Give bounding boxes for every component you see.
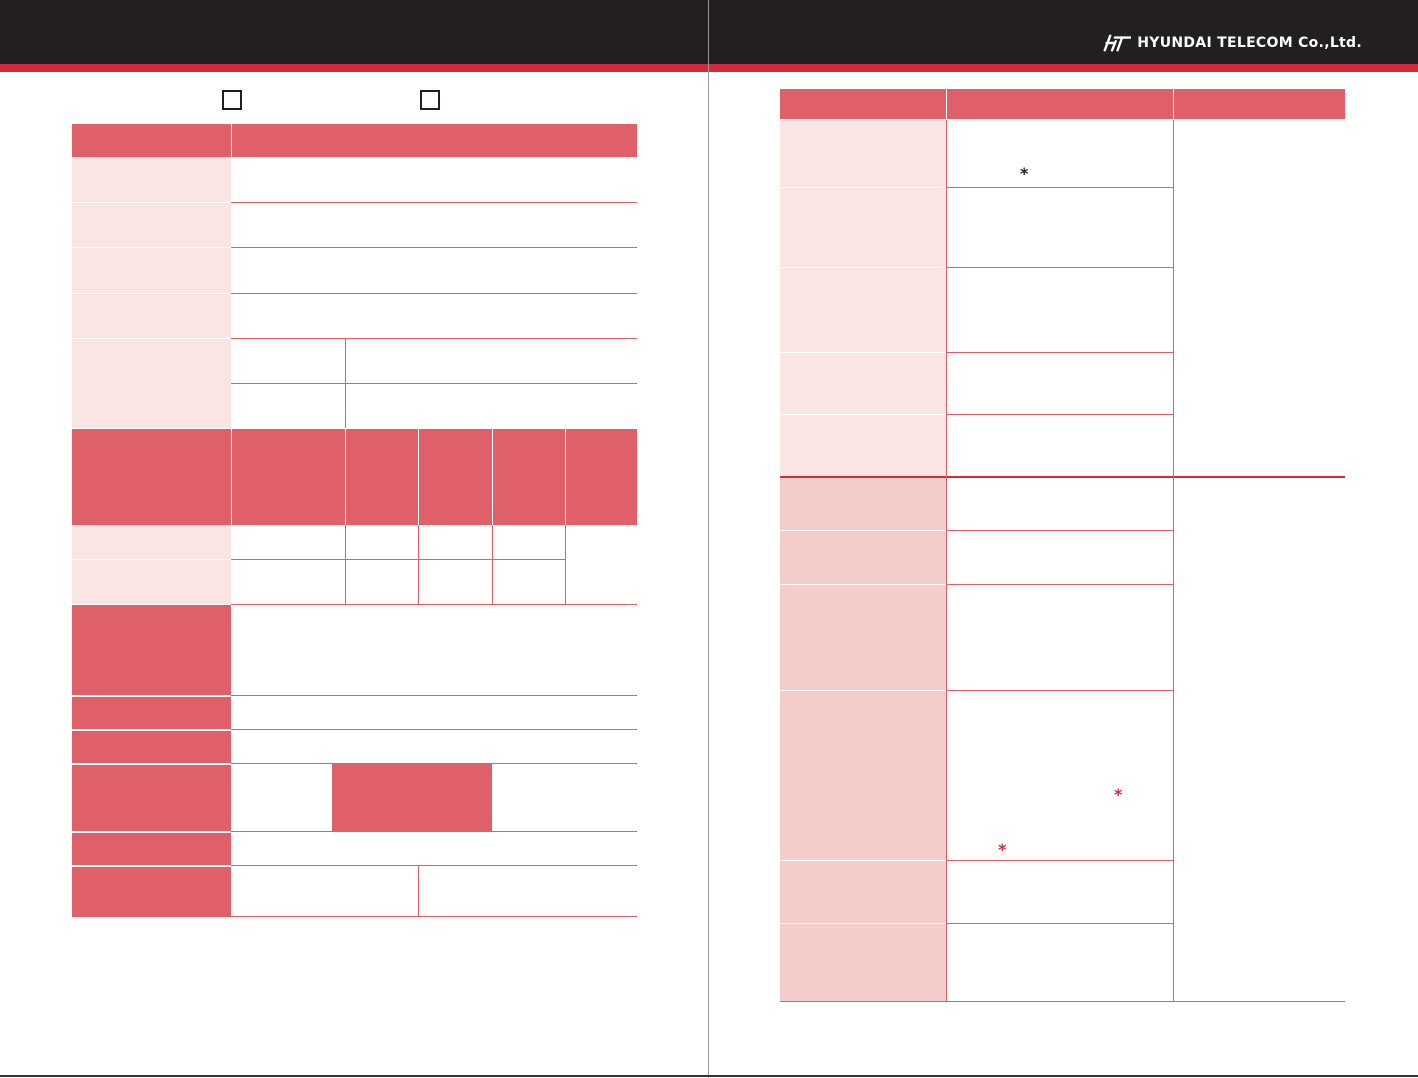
label-cell-dark (72, 833, 231, 865)
label-cell (780, 531, 946, 584)
col-divider (1173, 120, 1174, 1001)
group-divider (780, 476, 1345, 478)
header-divider (418, 429, 419, 525)
col-divider (946, 120, 947, 1001)
row-divider (231, 729, 637, 730)
row-divider (231, 695, 637, 696)
row-divider (231, 604, 637, 605)
ht-logo-icon (1103, 34, 1132, 52)
page-gutter (708, 0, 709, 1078)
checkbox-option-2[interactable] (420, 90, 440, 110)
table-header-row (780, 89, 1345, 119)
header-divider (231, 124, 232, 157)
row-divider (231, 293, 637, 294)
row-divider (946, 923, 1173, 924)
header-divider (565, 429, 566, 525)
row-divider (231, 559, 565, 560)
row-divider (946, 584, 1173, 585)
col-divider (345, 525, 346, 604)
row-divider (231, 202, 637, 203)
row-divider (946, 690, 1173, 691)
table-header-row (72, 124, 637, 157)
header-divider (345, 429, 346, 525)
footnote-asterisk: * (998, 840, 1007, 859)
label-cell (780, 120, 946, 187)
label-cell (72, 560, 231, 604)
footnote-asterisk: * (1020, 164, 1029, 183)
header-divider (946, 89, 947, 119)
accent-stripe (0, 64, 1418, 72)
col-divider (418, 866, 419, 916)
label-cell (72, 248, 231, 293)
label-cell-dark (72, 697, 231, 729)
header-divider (231, 429, 232, 525)
row-divider (231, 383, 637, 384)
bottom-edge (0, 1075, 1418, 1077)
label-cell-dark (72, 731, 231, 763)
company-name: HYUNDAI TELECOM Co.,Ltd. (1137, 35, 1362, 51)
label-cell-dark (72, 605, 231, 695)
label-cell (780, 924, 946, 1001)
checkbox-option-1[interactable] (222, 90, 242, 110)
row-divider (946, 860, 1173, 861)
label-cell (780, 478, 946, 530)
label-cell (780, 415, 946, 476)
label-cell (780, 353, 946, 414)
label-cell (72, 294, 231, 338)
row-divider (946, 267, 1173, 268)
brand-logo: HYUNDAI TELECOM Co.,Ltd. (1102, 30, 1362, 56)
top-header-bar (0, 0, 1418, 64)
label-cell (780, 268, 946, 352)
label-cell (72, 157, 231, 202)
col-divider (418, 525, 419, 604)
label-cell-dark (72, 765, 231, 831)
col-divider (492, 525, 493, 604)
col-divider (345, 339, 346, 428)
row-divider (946, 187, 1173, 188)
row-divider (231, 247, 637, 248)
table-bottom-border (72, 916, 637, 917)
footnote-asterisk: * (1114, 785, 1123, 804)
label-cell (780, 861, 946, 923)
header-divider (1173, 89, 1174, 119)
inner-header-cell (332, 764, 492, 831)
label-cell-dark (72, 867, 231, 916)
row-divider (946, 352, 1173, 353)
header-divider (492, 429, 493, 525)
row-divider (231, 763, 637, 764)
row-divider (231, 831, 637, 832)
row-divider (946, 530, 1173, 531)
label-cell (780, 188, 946, 267)
section-header-row (72, 429, 637, 525)
table-bottom-border (780, 1001, 1345, 1002)
row-divider (946, 414, 1173, 415)
label-cell (72, 339, 231, 428)
label-cell (72, 203, 231, 247)
label-cell (780, 585, 946, 690)
label-cell (780, 691, 946, 860)
row-divider (231, 338, 637, 339)
row-divider (231, 865, 637, 866)
label-cell (72, 525, 231, 559)
col-divider (565, 525, 566, 604)
